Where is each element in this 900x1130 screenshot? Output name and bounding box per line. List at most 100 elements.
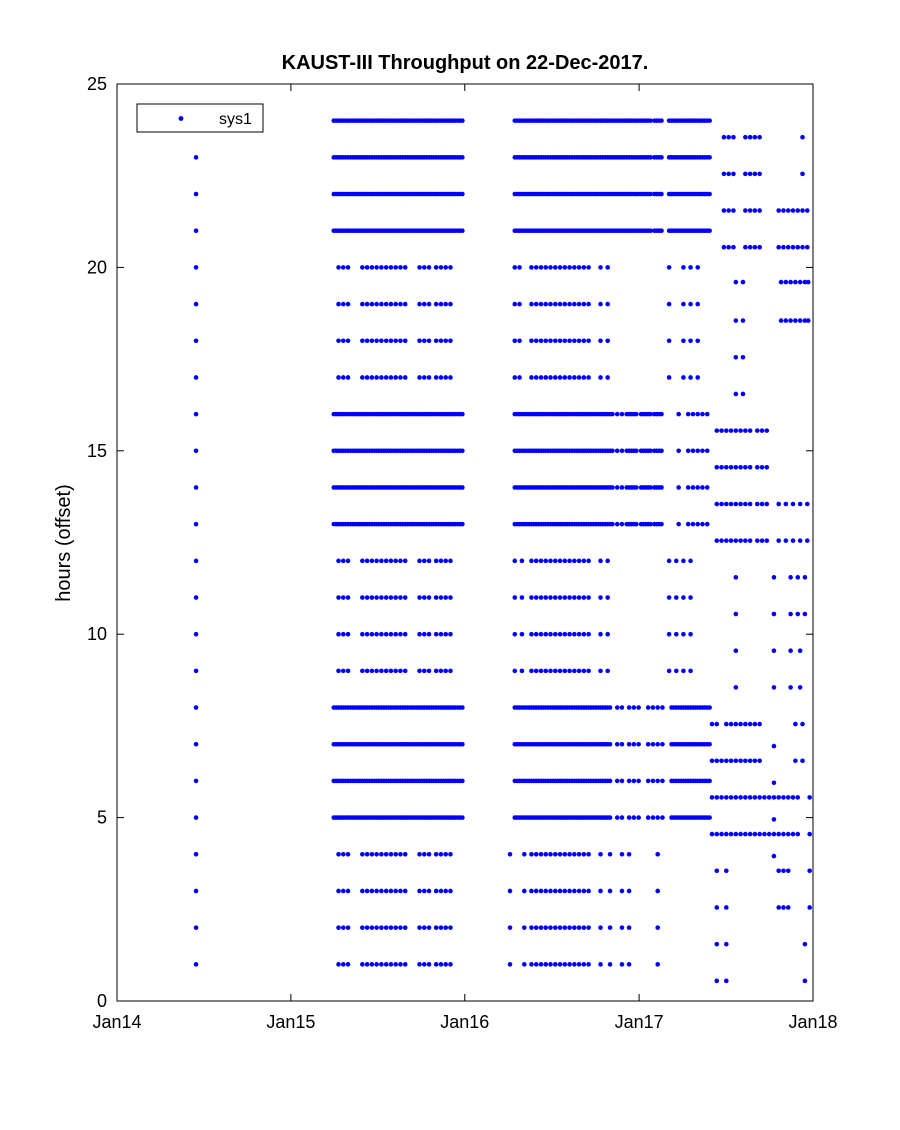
data-point [605,265,610,270]
data-point [733,501,739,507]
data-point [740,391,746,397]
data-point [804,208,810,213]
data-point [704,521,710,527]
data-point [340,265,346,270]
data-point [681,338,686,344]
data-point [193,228,199,234]
data-point [383,301,389,307]
data-point [443,851,449,857]
data-point [562,962,568,967]
data-point [754,428,760,433]
data-point [193,338,199,344]
data-point [685,485,691,490]
data-point [522,851,527,857]
data-point [740,318,746,323]
data-point [433,851,439,857]
data-point [421,668,427,674]
data-point [193,191,199,197]
data-point [433,265,439,270]
data-point [776,244,781,250]
data-point [659,191,664,197]
data-point [557,962,563,967]
data-point [619,411,625,417]
data-point [631,741,637,747]
data-point [660,778,665,784]
x-tick-label: Jan18 [788,1012,837,1032]
data-point [533,925,539,930]
data-point [581,301,587,307]
data-point [393,962,398,967]
data-point [572,301,577,307]
data-point [740,279,746,285]
data-point [438,301,444,307]
data-point [572,595,577,600]
data-point [728,428,734,433]
data-point [433,595,439,600]
data-point [719,428,724,433]
data-point [460,741,465,747]
data-point [724,978,729,984]
data-point [374,375,379,380]
data-point [757,208,762,213]
data-point [448,338,453,344]
data-point [619,925,625,930]
data-point [724,941,729,947]
data-point [724,428,729,433]
data-point [402,962,408,967]
data-point [752,244,758,250]
data-point [619,851,625,857]
data-point [567,338,572,344]
data-point [567,851,572,857]
data-point [369,925,375,930]
data-point [802,941,808,947]
data-point [648,411,653,417]
data-point [681,301,686,307]
data-point [738,465,743,470]
data-point [398,595,403,600]
data-point [567,301,572,307]
data-point [655,925,660,930]
data-point [345,558,351,564]
data-point [660,815,665,820]
data-point [398,375,403,380]
data-point [522,888,527,894]
data-point [581,851,587,857]
data-point [360,301,365,307]
data-point [567,888,572,894]
data-point [402,668,408,674]
data-point [759,501,765,507]
data-point [688,375,693,380]
data-point [659,521,664,527]
data-point [548,925,553,930]
data-point [802,318,808,323]
data-point [576,962,582,967]
data-point [438,595,444,600]
data-point [193,375,199,380]
data-point [598,301,603,307]
data-point [193,265,199,270]
data-point [781,244,786,250]
data-point [598,338,603,344]
data-point [417,888,422,894]
data-point [676,521,681,527]
data-point [374,558,379,564]
data-point [800,134,805,140]
data-point [714,978,720,984]
data-point [383,595,389,600]
data-point [645,705,651,710]
data-point [398,631,403,637]
data-point [193,521,199,527]
data-point [543,668,549,674]
data-point [443,888,449,894]
data-point [747,758,753,764]
y-axis-label: hours (offset) [53,484,75,601]
data-point [766,831,772,837]
data-point [543,851,549,857]
data-point [790,831,796,837]
data-point [552,888,558,894]
data-point [374,851,379,857]
data-point [704,448,710,454]
data-point [369,888,375,894]
data-point [714,868,720,874]
data-point [738,795,743,800]
